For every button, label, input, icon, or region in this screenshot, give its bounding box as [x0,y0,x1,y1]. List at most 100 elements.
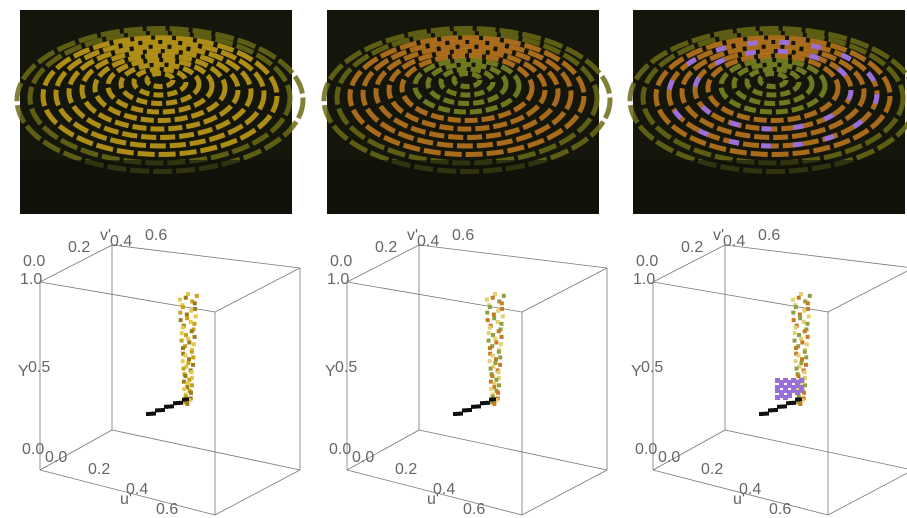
point [490,344,495,349]
tick-label: 0.2 [375,239,397,256]
tick-label: 0.0 [23,253,45,270]
point [485,318,490,323]
swirl-ring [412,57,522,115]
tick-label: 0.4 [417,233,439,250]
point [795,397,799,402]
swirl-ring [451,71,483,89]
point [493,336,498,341]
swirl-ring [360,39,574,149]
cube-edge [521,469,608,516]
point [488,366,493,371]
swirl-image [321,10,613,214]
swirl-ring [118,62,202,106]
tick-label: 0.0 [352,449,374,466]
point [804,355,809,360]
point [182,397,186,402]
point [796,394,801,399]
cube-edge [418,429,608,471]
point [786,401,790,406]
point [799,292,803,296]
point [792,338,797,343]
point [494,357,499,362]
point [797,312,802,317]
tick-label: 0.0 [45,449,67,466]
cube-edge [346,281,523,313]
point [799,388,804,393]
image-shade [327,160,599,214]
cube-edge [827,472,907,516]
cube-edge [111,429,301,471]
tick-label: 0.5 [641,359,663,376]
tick-label: 0.2 [395,461,417,478]
point [492,385,497,390]
axis-title: u' [120,491,132,508]
point [492,397,496,402]
swirl-ring [731,62,815,106]
swirl-ring [425,62,509,106]
point [487,325,492,330]
point [187,340,192,345]
cube-edge [111,244,301,269]
point [189,375,194,380]
point [783,385,788,390]
point [462,408,466,413]
point [789,401,793,405]
tick-label: 0.0 [330,253,352,270]
point [489,387,494,392]
highlight-ring [692,48,854,132]
point [795,390,800,395]
tick-label: 0.0 [636,253,658,270]
axis-title: u' [733,491,745,508]
point [453,412,457,416]
point [491,312,496,317]
point [762,411,766,416]
point [800,340,805,345]
swirl-ring [144,71,176,89]
highlight-ring [666,39,880,149]
point [787,393,792,398]
point [795,387,800,392]
point [189,349,194,354]
point [797,364,802,369]
point [459,411,463,416]
point [806,306,811,311]
tick-label: 0.0 [22,441,44,458]
point [480,401,484,406]
axis-title: Y [325,363,336,380]
point [496,329,501,334]
point [499,301,504,306]
point [186,360,191,365]
swirl-ring [79,48,241,132]
point [807,293,812,298]
point [190,383,195,388]
point [184,364,189,369]
point [804,362,809,367]
point [456,411,460,416]
swirl-ring [438,66,496,98]
point [795,383,800,388]
point [802,308,807,313]
tick-label: 0.2 [88,461,110,478]
point [774,408,778,412]
point [185,316,190,321]
point [799,360,804,365]
point [783,404,787,409]
swirl-ring [653,35,893,157]
tick-label: 1.0 [633,271,655,288]
point [791,378,796,383]
point [492,316,497,321]
point [178,310,183,315]
point [183,400,188,405]
point [179,331,184,336]
point [492,381,497,386]
point [798,316,803,321]
point [178,318,183,323]
point [183,353,188,358]
tick-label: 0.2 [701,461,723,478]
point [801,319,806,324]
point [803,383,808,388]
point [187,398,192,403]
point [483,401,487,405]
cube-edge [652,469,829,516]
point [485,310,490,315]
